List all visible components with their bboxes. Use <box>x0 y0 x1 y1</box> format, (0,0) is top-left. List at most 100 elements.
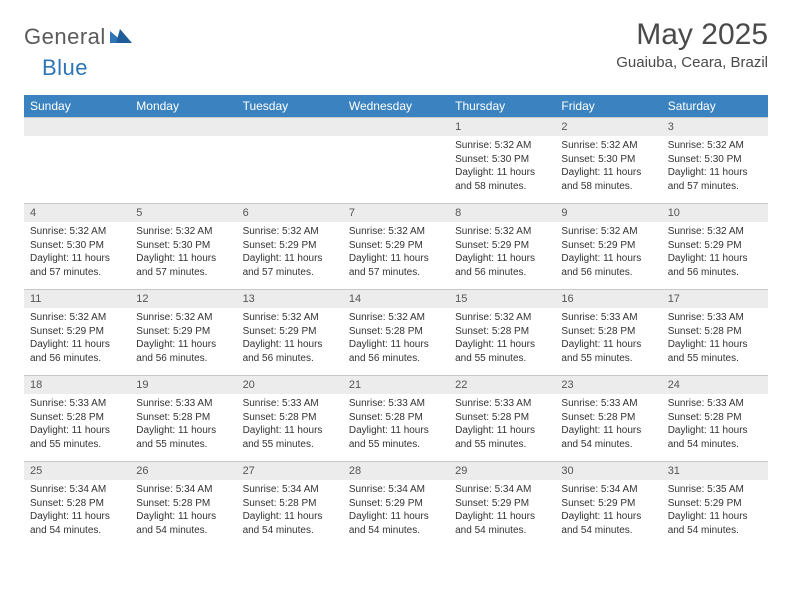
calendar-row: 4Sunrise: 5:32 AMSunset: 5:30 PMDaylight… <box>24 204 768 290</box>
weekday-header: Saturday <box>662 95 768 118</box>
day-details: Sunrise: 5:32 AMSunset: 5:29 PMDaylight:… <box>24 308 130 369</box>
day-number: 9 <box>555 204 661 222</box>
day-number: 19 <box>130 376 236 394</box>
weekday-header: Wednesday <box>343 95 449 118</box>
day-number: 22 <box>449 376 555 394</box>
daynum-bar-empty <box>130 118 236 136</box>
calendar-cell: 12Sunrise: 5:32 AMSunset: 5:29 PMDayligh… <box>130 290 236 376</box>
day-number: 26 <box>130 462 236 480</box>
weekday-header: Sunday <box>24 95 130 118</box>
day-number: 28 <box>343 462 449 480</box>
day-number: 1 <box>449 118 555 136</box>
day-details: Sunrise: 5:34 AMSunset: 5:28 PMDaylight:… <box>24 480 130 541</box>
calendar-cell: 24Sunrise: 5:33 AMSunset: 5:28 PMDayligh… <box>662 376 768 462</box>
day-details: Sunrise: 5:34 AMSunset: 5:29 PMDaylight:… <box>343 480 449 541</box>
weekday-header: Monday <box>130 95 236 118</box>
title-block: May 2025 Guaiuba, Ceara, Brazil <box>616 18 768 71</box>
calendar-row: 1Sunrise: 5:32 AMSunset: 5:30 PMDaylight… <box>24 118 768 204</box>
day-details: Sunrise: 5:35 AMSunset: 5:29 PMDaylight:… <box>662 480 768 541</box>
day-details: Sunrise: 5:33 AMSunset: 5:28 PMDaylight:… <box>24 394 130 455</box>
calendar-cell: 6Sunrise: 5:32 AMSunset: 5:29 PMDaylight… <box>237 204 343 290</box>
day-number: 30 <box>555 462 661 480</box>
weekday-header-row: SundayMondayTuesdayWednesdayThursdayFrid… <box>24 95 768 118</box>
day-details: Sunrise: 5:32 AMSunset: 5:29 PMDaylight:… <box>662 222 768 283</box>
day-details: Sunrise: 5:32 AMSunset: 5:30 PMDaylight:… <box>130 222 236 283</box>
day-details: Sunrise: 5:33 AMSunset: 5:28 PMDaylight:… <box>662 394 768 455</box>
day-number: 12 <box>130 290 236 308</box>
brand-part1: General <box>24 24 106 50</box>
day-details: Sunrise: 5:32 AMSunset: 5:29 PMDaylight:… <box>449 222 555 283</box>
calendar-cell: 1Sunrise: 5:32 AMSunset: 5:30 PMDaylight… <box>449 118 555 204</box>
weekday-header: Friday <box>555 95 661 118</box>
calendar-cell <box>237 118 343 204</box>
calendar-cell: 27Sunrise: 5:34 AMSunset: 5:28 PMDayligh… <box>237 462 343 548</box>
day-number: 15 <box>449 290 555 308</box>
month-title: May 2025 <box>616 18 768 52</box>
calendar-cell: 4Sunrise: 5:32 AMSunset: 5:30 PMDaylight… <box>24 204 130 290</box>
brand-part2: Blue <box>42 55 88 81</box>
calendar-row: 25Sunrise: 5:34 AMSunset: 5:28 PMDayligh… <box>24 462 768 548</box>
daynum-bar-empty <box>237 118 343 136</box>
day-details: Sunrise: 5:33 AMSunset: 5:28 PMDaylight:… <box>130 394 236 455</box>
day-number: 23 <box>555 376 661 394</box>
calendar-cell: 15Sunrise: 5:32 AMSunset: 5:28 PMDayligh… <box>449 290 555 376</box>
day-number: 2 <box>555 118 661 136</box>
weekday-header: Thursday <box>449 95 555 118</box>
calendar-cell: 9Sunrise: 5:32 AMSunset: 5:29 PMDaylight… <box>555 204 661 290</box>
calendar-cell <box>343 118 449 204</box>
day-number: 6 <box>237 204 343 222</box>
calendar-cell <box>24 118 130 204</box>
day-details: Sunrise: 5:32 AMSunset: 5:29 PMDaylight:… <box>237 308 343 369</box>
calendar-body: 1Sunrise: 5:32 AMSunset: 5:30 PMDaylight… <box>24 118 768 548</box>
day-number: 8 <box>449 204 555 222</box>
day-details: Sunrise: 5:32 AMSunset: 5:28 PMDaylight:… <box>343 308 449 369</box>
calendar-cell: 3Sunrise: 5:32 AMSunset: 5:30 PMDaylight… <box>662 118 768 204</box>
day-details: Sunrise: 5:33 AMSunset: 5:28 PMDaylight:… <box>343 394 449 455</box>
day-details: Sunrise: 5:32 AMSunset: 5:28 PMDaylight:… <box>449 308 555 369</box>
calendar-cell: 22Sunrise: 5:33 AMSunset: 5:28 PMDayligh… <box>449 376 555 462</box>
day-details: Sunrise: 5:33 AMSunset: 5:28 PMDaylight:… <box>662 308 768 369</box>
calendar-cell: 16Sunrise: 5:33 AMSunset: 5:28 PMDayligh… <box>555 290 661 376</box>
day-details: Sunrise: 5:32 AMSunset: 5:29 PMDaylight:… <box>555 222 661 283</box>
daynum-bar-empty <box>24 118 130 136</box>
day-details: Sunrise: 5:34 AMSunset: 5:29 PMDaylight:… <box>449 480 555 541</box>
day-details: Sunrise: 5:34 AMSunset: 5:29 PMDaylight:… <box>555 480 661 541</box>
day-number: 27 <box>237 462 343 480</box>
calendar-cell: 11Sunrise: 5:32 AMSunset: 5:29 PMDayligh… <box>24 290 130 376</box>
day-details: Sunrise: 5:32 AMSunset: 5:30 PMDaylight:… <box>555 136 661 197</box>
day-details: Sunrise: 5:34 AMSunset: 5:28 PMDaylight:… <box>237 480 343 541</box>
calendar-cell: 25Sunrise: 5:34 AMSunset: 5:28 PMDayligh… <box>24 462 130 548</box>
calendar-cell: 17Sunrise: 5:33 AMSunset: 5:28 PMDayligh… <box>662 290 768 376</box>
day-details: Sunrise: 5:32 AMSunset: 5:29 PMDaylight:… <box>237 222 343 283</box>
day-details: Sunrise: 5:32 AMSunset: 5:29 PMDaylight:… <box>130 308 236 369</box>
day-details: Sunrise: 5:32 AMSunset: 5:30 PMDaylight:… <box>449 136 555 197</box>
calendar-cell: 2Sunrise: 5:32 AMSunset: 5:30 PMDaylight… <box>555 118 661 204</box>
calendar-cell: 30Sunrise: 5:34 AMSunset: 5:29 PMDayligh… <box>555 462 661 548</box>
calendar-cell: 7Sunrise: 5:32 AMSunset: 5:29 PMDaylight… <box>343 204 449 290</box>
calendar-cell: 19Sunrise: 5:33 AMSunset: 5:28 PMDayligh… <box>130 376 236 462</box>
day-details: Sunrise: 5:32 AMSunset: 5:30 PMDaylight:… <box>24 222 130 283</box>
calendar-cell: 28Sunrise: 5:34 AMSunset: 5:29 PMDayligh… <box>343 462 449 548</box>
day-number: 17 <box>662 290 768 308</box>
calendar-row: 18Sunrise: 5:33 AMSunset: 5:28 PMDayligh… <box>24 376 768 462</box>
calendar-cell: 5Sunrise: 5:32 AMSunset: 5:30 PMDaylight… <box>130 204 236 290</box>
day-number: 10 <box>662 204 768 222</box>
day-number: 21 <box>343 376 449 394</box>
day-details: Sunrise: 5:33 AMSunset: 5:28 PMDaylight:… <box>555 308 661 369</box>
calendar-cell: 26Sunrise: 5:34 AMSunset: 5:28 PMDayligh… <box>130 462 236 548</box>
day-number: 20 <box>237 376 343 394</box>
day-number: 25 <box>24 462 130 480</box>
day-number: 7 <box>343 204 449 222</box>
day-number: 18 <box>24 376 130 394</box>
calendar-cell: 14Sunrise: 5:32 AMSunset: 5:28 PMDayligh… <box>343 290 449 376</box>
brand-logo: General <box>24 18 134 50</box>
day-number: 29 <box>449 462 555 480</box>
brand-triangle-icon <box>110 27 132 43</box>
calendar-cell: 10Sunrise: 5:32 AMSunset: 5:29 PMDayligh… <box>662 204 768 290</box>
calendar-table: SundayMondayTuesdayWednesdayThursdayFrid… <box>24 95 768 548</box>
day-number: 4 <box>24 204 130 222</box>
day-details: Sunrise: 5:34 AMSunset: 5:28 PMDaylight:… <box>130 480 236 541</box>
day-details: Sunrise: 5:33 AMSunset: 5:28 PMDaylight:… <box>449 394 555 455</box>
day-number: 31 <box>662 462 768 480</box>
day-number: 24 <box>662 376 768 394</box>
